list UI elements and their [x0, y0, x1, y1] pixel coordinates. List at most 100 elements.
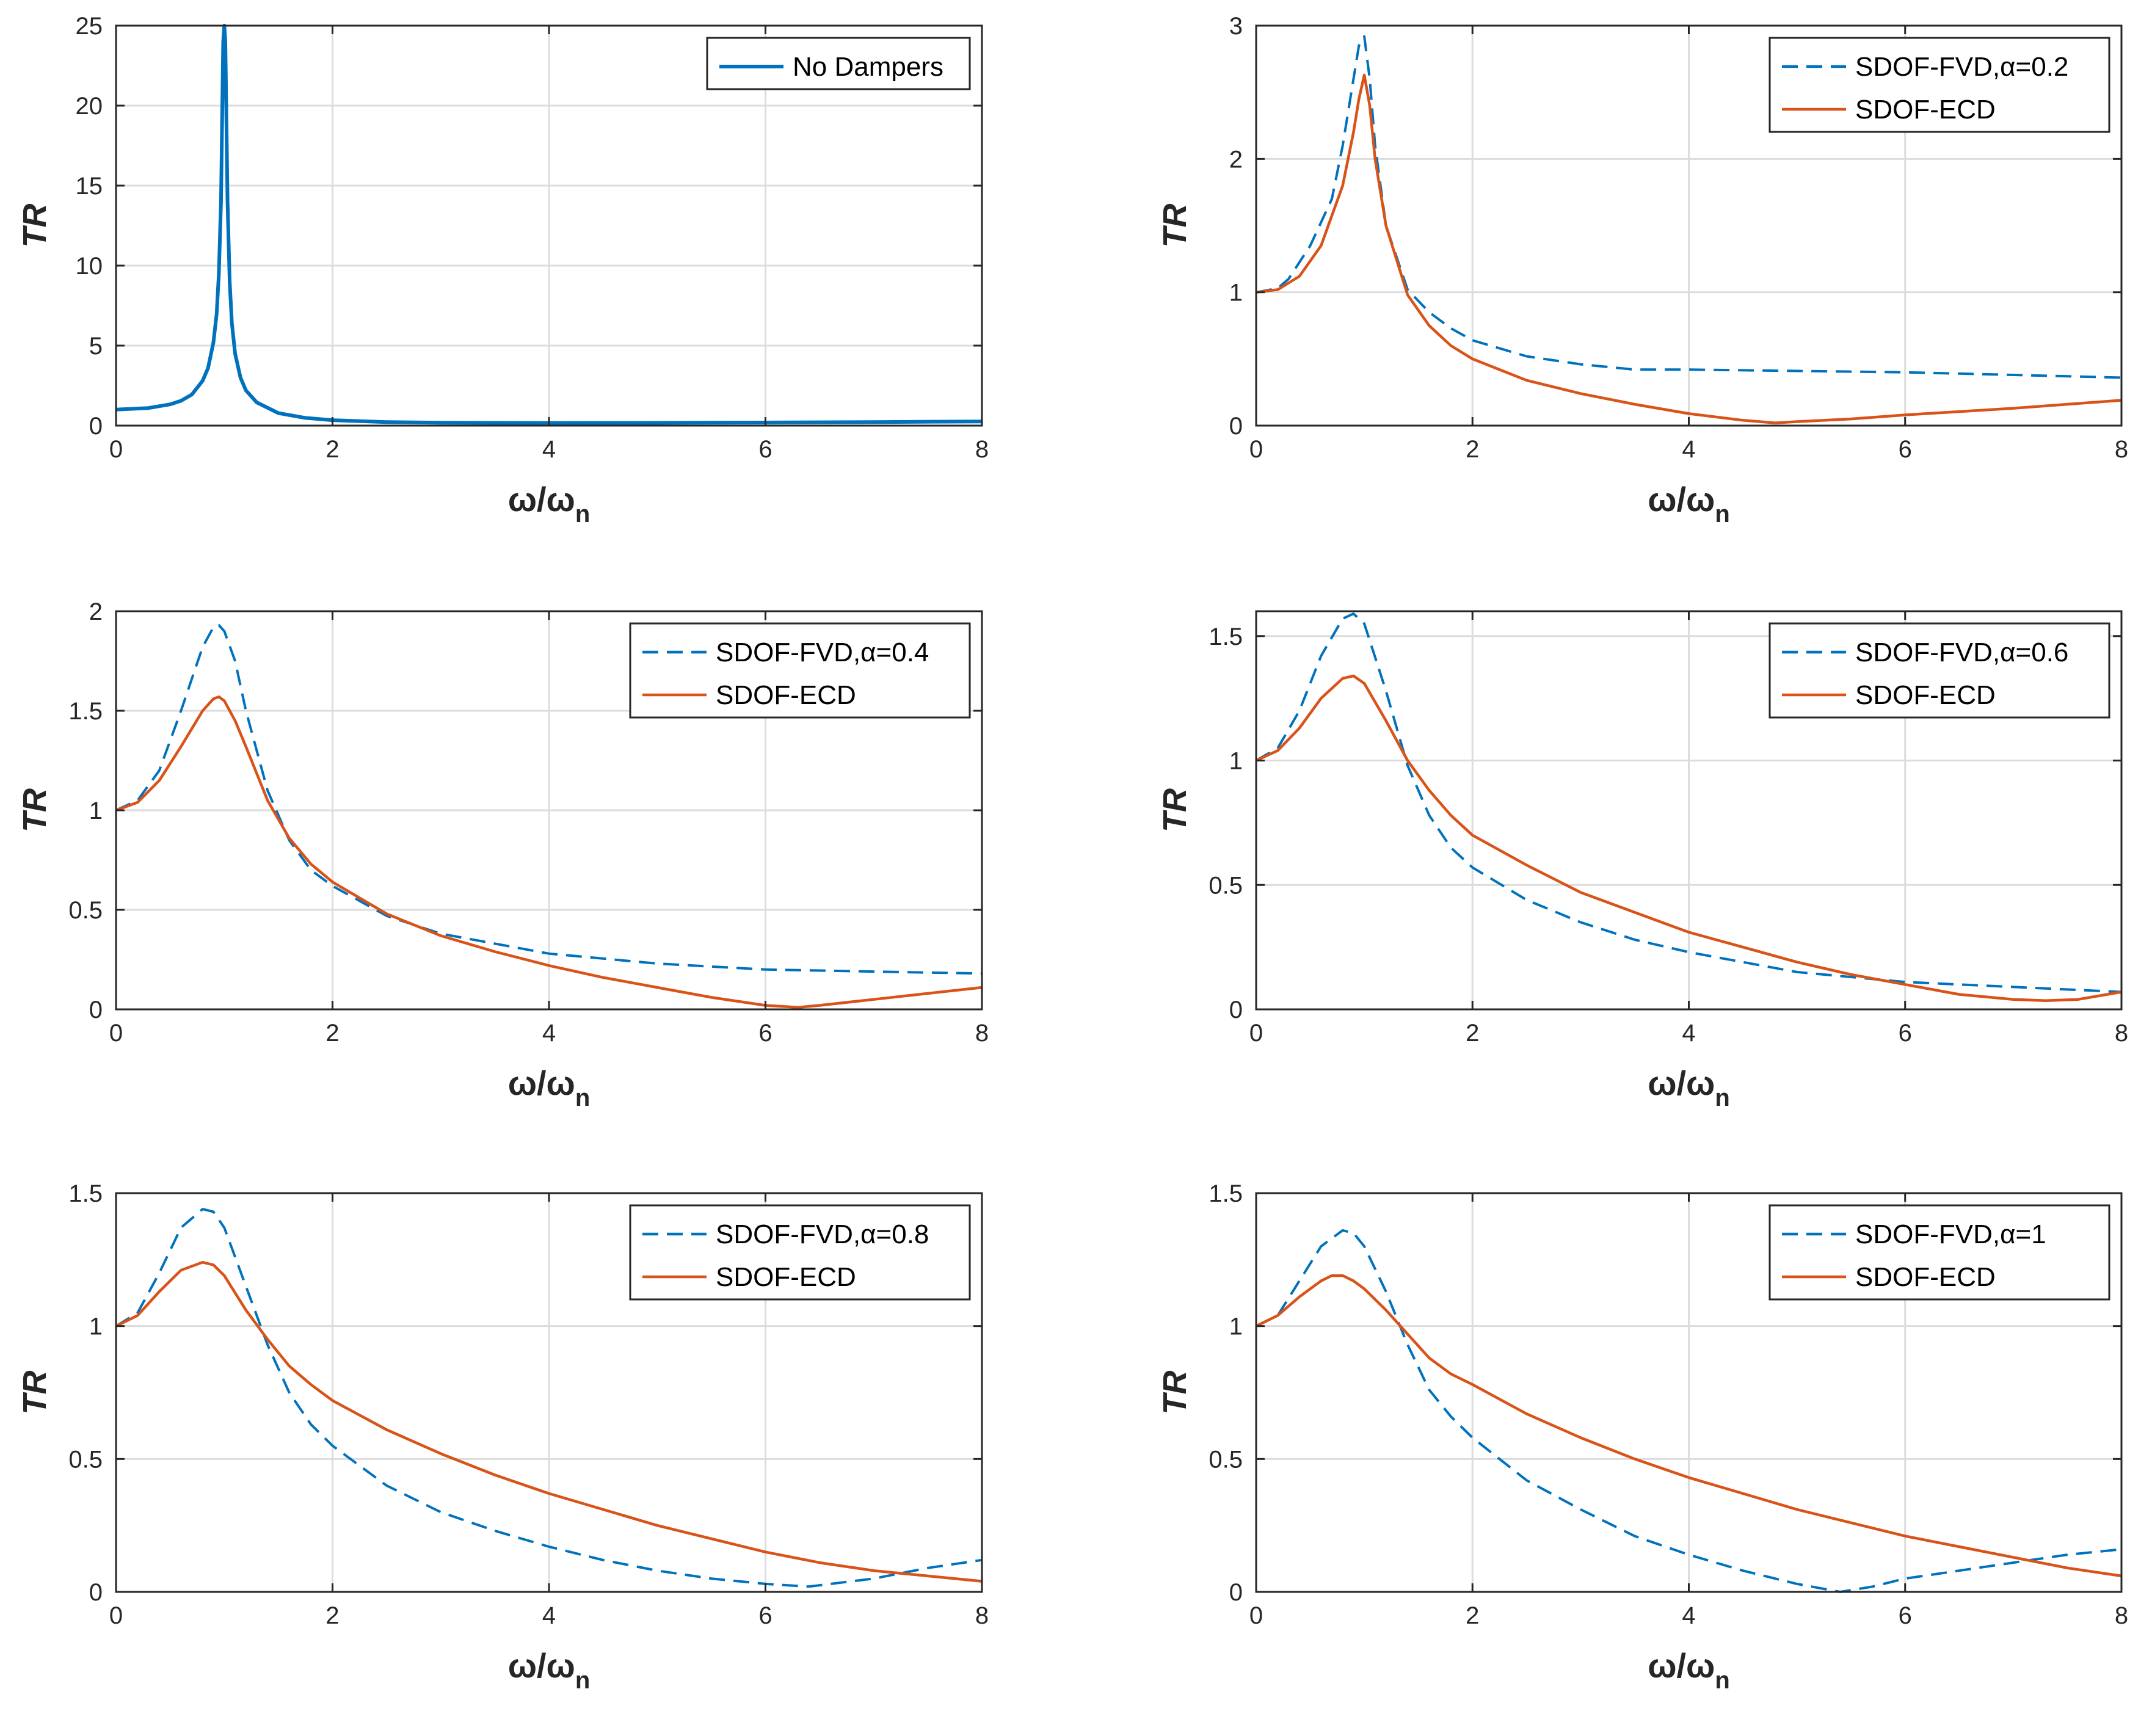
- legend-label: SDOF-FVD,α=0.2: [1855, 52, 2068, 82]
- x-tick-label: 0: [109, 436, 123, 463]
- x-tick-label: 4: [542, 1020, 556, 1047]
- y-tick-label: 1: [89, 1313, 103, 1340]
- y-tick-label: 0.5: [1209, 1446, 1243, 1473]
- y-tick-label: 15: [76, 173, 103, 200]
- y-tick-label: 2: [89, 598, 103, 625]
- y-tick-label: 1.5: [1209, 1180, 1243, 1207]
- panel-1-grid: [116, 26, 982, 426]
- y-tick-label: 0: [1229, 413, 1243, 440]
- panel-1: 0 2 4 6 8 0 5 10 15 20 25 ω/ωn TR No Dampers: [16, 13, 989, 528]
- y-tick-label: 0: [1229, 997, 1243, 1023]
- panel-5-legend: SDOF-FVD,α=0.8 SDOF-ECD: [629, 1204, 971, 1301]
- panel-2: 0 2 4 6 8 0 1 2 3 ω/ωn TR SDOF-FVD,α=0.2 SDOF-ECD: [1157, 13, 2128, 528]
- x-tick-label: 4: [542, 436, 556, 463]
- y-tick-label: 0: [89, 997, 103, 1023]
- panel-5-y-axis-label: TR: [16, 1371, 53, 1415]
- panel-5: 0 2 4 6 8 0 0.5 1 1.5 ω/ωn TR SDOF-FVD,α=0.8SDOF…: [16, 1180, 989, 1694]
- y-tick-label: 1.5: [1209, 623, 1243, 650]
- x-tick-label: 0: [1249, 436, 1263, 463]
- legend-box: [1768, 622, 2110, 719]
- x-tick-label: 2: [325, 1020, 339, 1047]
- legend-label: SDOF-ECD: [1855, 95, 1996, 125]
- y-tick-label: 25: [76, 13, 103, 40]
- x-tick-label: 8: [975, 1602, 989, 1629]
- panel-3-legend: SDOF-FVD,α=0.4 SDOF-ECD: [629, 622, 971, 719]
- y-tick-label: 0.5: [68, 1446, 103, 1473]
- x-tick-label: 2: [325, 436, 339, 463]
- series-line-ecd: [1256, 1274, 2122, 1578]
- panel-4-y-axis-label: TR: [1157, 788, 1193, 832]
- series-line-no-dampers: [115, 24, 983, 425]
- y-tick-label: 1.5: [68, 698, 103, 725]
- legend-label: SDOF-ECD: [716, 680, 856, 710]
- y-tick-label: 1: [89, 797, 103, 824]
- series-line-ecd: [1256, 674, 2122, 1002]
- panel-1-ticks: 0 2 4 6 8 0 5 10 15 20 25: [76, 13, 989, 463]
- panel-6-legend: SDOF-FVD,α=1 SDOF-ECD: [1768, 1204, 2110, 1301]
- x-tick-label: 2: [325, 1602, 339, 1629]
- legend-box: [629, 622, 971, 719]
- panel-4: 0 2 4 6 800.511.5 ω/ωn TR SDOF-FVD,α=0.6SDOF…: [1157, 610, 2128, 1111]
- y-tick-label: 20: [76, 93, 103, 120]
- panel-5-series: [115, 1208, 983, 1588]
- legend-label: SDOF-FVD,α=0.6: [1855, 637, 2068, 667]
- y-tick-label: 0.5: [1209, 872, 1243, 899]
- panel-3-y-axis-label: TR: [16, 788, 53, 832]
- y-tick-label: 0.5: [68, 897, 103, 924]
- y-tick-label: 1: [1229, 748, 1243, 775]
- panel-2-ticks: 0 2 4 6 8 0 1 2 3: [1229, 13, 2128, 463]
- panel-3-x-axis-label: ω/ωn: [508, 1064, 591, 1111]
- x-tick-label: 2: [1466, 1602, 1479, 1629]
- legend-label: SDOF-ECD: [1855, 1262, 1996, 1292]
- x-tick-label: 6: [758, 1020, 772, 1047]
- series-line-ecd: [115, 1260, 983, 1583]
- x-tick-label: 6: [1899, 1020, 1912, 1047]
- series-line-fvd: [115, 623, 983, 975]
- y-tick-label: 5: [89, 333, 103, 360]
- x-tick-label: 8: [2115, 436, 2128, 463]
- panel-2-legend: SDOF-FVD,α=0.2 SDOF-ECD: [1768, 37, 2110, 133]
- panel-1-y-axis-label: TR: [16, 204, 53, 248]
- panel-5-ticks: 0 2 4 6 8 0 0.5 1 1.5: [68, 1180, 989, 1629]
- series-line-fvd: [115, 1208, 983, 1588]
- panel-5-grid: [116, 1193, 982, 1592]
- legend-label: SDOF-ECD: [716, 1262, 856, 1292]
- panel-6-y-axis-label: TR: [1157, 1371, 1193, 1415]
- panel-2-series: [1256, 35, 2122, 424]
- panel-1-legend: No Dampers: [706, 37, 971, 90]
- y-tick-label: 1: [1229, 280, 1243, 307]
- legend-box: [1768, 37, 2110, 133]
- panel-2-grid: [1256, 26, 2121, 426]
- panel-3-ticks: 0 2 4 6 8 0 0.5 1 1.5 2: [68, 598, 989, 1047]
- x-tick-label: 4: [1682, 1602, 1695, 1629]
- x-tick-label: 2: [1466, 1020, 1479, 1047]
- x-tick-label: 0: [109, 1602, 123, 1629]
- x-tick-label: 6: [1899, 1602, 1912, 1629]
- panel-4-legend: SDOF-FVD,α=0.6 SDOF-ECD: [1768, 622, 2110, 719]
- x-tick-label: 2: [1466, 436, 1479, 463]
- panel-4-ticks: 0 2 4 6 8 0 0.5 1 1.5: [1209, 610, 2128, 1047]
- x-tick-label: 0: [109, 1020, 123, 1047]
- panel-2-y-axis-label: TR: [1157, 204, 1193, 248]
- series-line-fvd: [1256, 1229, 2122, 1593]
- y-tick-label: 0: [1229, 1579, 1243, 1606]
- y-tick-label: 1: [1229, 1313, 1243, 1340]
- panel-4-series: [1256, 612, 2122, 1002]
- series-line-fvd: [1256, 612, 2122, 993]
- legend-label: No Dampers: [793, 52, 943, 82]
- x-tick-label: 6: [758, 436, 772, 463]
- x-tick-label: 4: [542, 1602, 556, 1629]
- legend-box: [629, 1204, 971, 1301]
- y-tick-label: 1.5: [68, 1180, 103, 1207]
- x-tick-label: 8: [975, 1020, 989, 1047]
- y-tick-label: 0: [89, 1579, 103, 1606]
- panel-1-x-axis-label: ω/ωn: [508, 480, 591, 528]
- panel-3-series: [115, 623, 983, 1009]
- y-tick-label: 2: [1229, 146, 1243, 173]
- panel-5-x-axis-label: ω/ωn: [508, 1646, 591, 1694]
- panel-6-series: [1256, 1229, 2122, 1593]
- legend-label: SDOF-FVD,α=1: [1855, 1219, 2046, 1249]
- x-tick-label: 6: [758, 1602, 772, 1629]
- panel-6: 0 2 4 6 8 0 0.5 1 1.5 ω/ωn TR SDOF-FVD,α=1 SDOF-E…: [1157, 1180, 2128, 1694]
